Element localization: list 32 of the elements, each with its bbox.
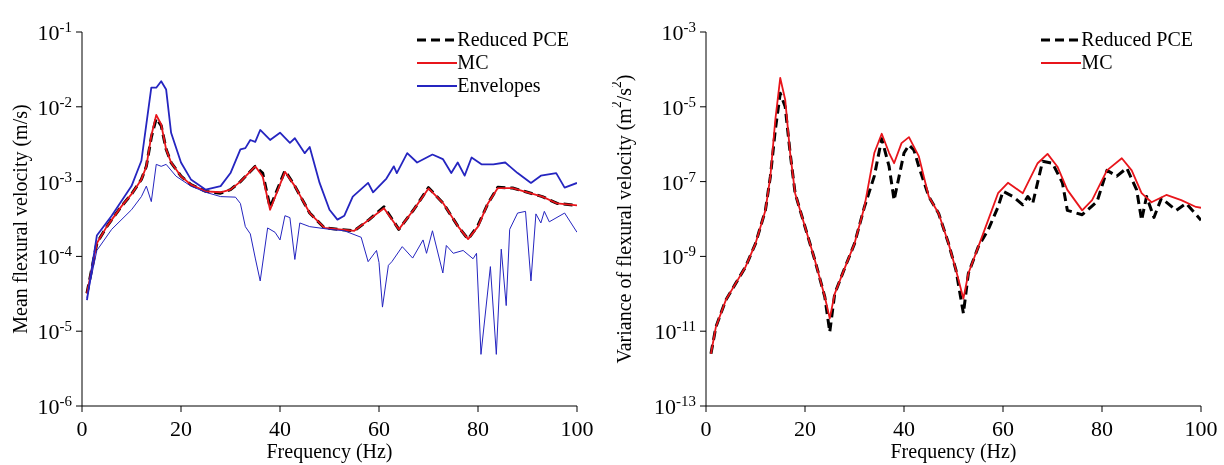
- y-tick-label: 10$^{-11}$: [654, 318, 696, 345]
- x-tick-label: 80: [1091, 416, 1113, 441]
- y-tick-label: 10$^{-5}$: [37, 318, 72, 345]
- x-tick-label: 100: [1184, 416, 1218, 441]
- x-tick-label: 40: [269, 416, 291, 441]
- legend-label: MC: [457, 51, 489, 74]
- x-tick-label: 0: [700, 416, 712, 441]
- y-tick-label: 10$^{-9}$: [661, 243, 696, 270]
- x-tick-label: 20: [170, 416, 192, 441]
- y-axis-title: Mean flexural velocity (m/s): [9, 104, 32, 334]
- y-tick-label: 10$^{-6}$: [37, 393, 73, 419]
- y-tick-label: 10$^{-5}$: [661, 93, 696, 120]
- legend-label: Reduced PCE: [1081, 28, 1193, 51]
- y-tick-label: 10$^{-3}$: [661, 19, 696, 45]
- y-tick-label: 10$^{-13}$: [654, 393, 696, 419]
- x-tick-label: 20: [794, 416, 816, 441]
- y-tick-label: 10$^{-4}$: [37, 243, 73, 270]
- legend-label: MC: [1081, 51, 1113, 74]
- legend-label: Envelopes: [457, 74, 541, 97]
- y-tick-label: 10$^{-7}$: [661, 168, 697, 195]
- legend-label: Reduced PCE: [457, 28, 569, 51]
- x-tick-label: 100: [560, 416, 594, 441]
- x-tick-label: 60: [992, 416, 1014, 441]
- x-axis-title: Frequency (Hz): [890, 440, 1017, 463]
- x-tick-label: 0: [76, 416, 88, 441]
- y-tick-label: 10$^{-1}$: [37, 19, 72, 45]
- x-tick-label: 80: [467, 416, 489, 441]
- y-tick-label: 10$^{-2}$: [37, 93, 72, 120]
- x-tick-label: 60: [368, 416, 390, 441]
- x-axis-title: Frequency (Hz): [266, 440, 393, 463]
- x-tick-label: 40: [893, 416, 915, 441]
- y-tick-label: 10$^{-3}$: [37, 168, 72, 195]
